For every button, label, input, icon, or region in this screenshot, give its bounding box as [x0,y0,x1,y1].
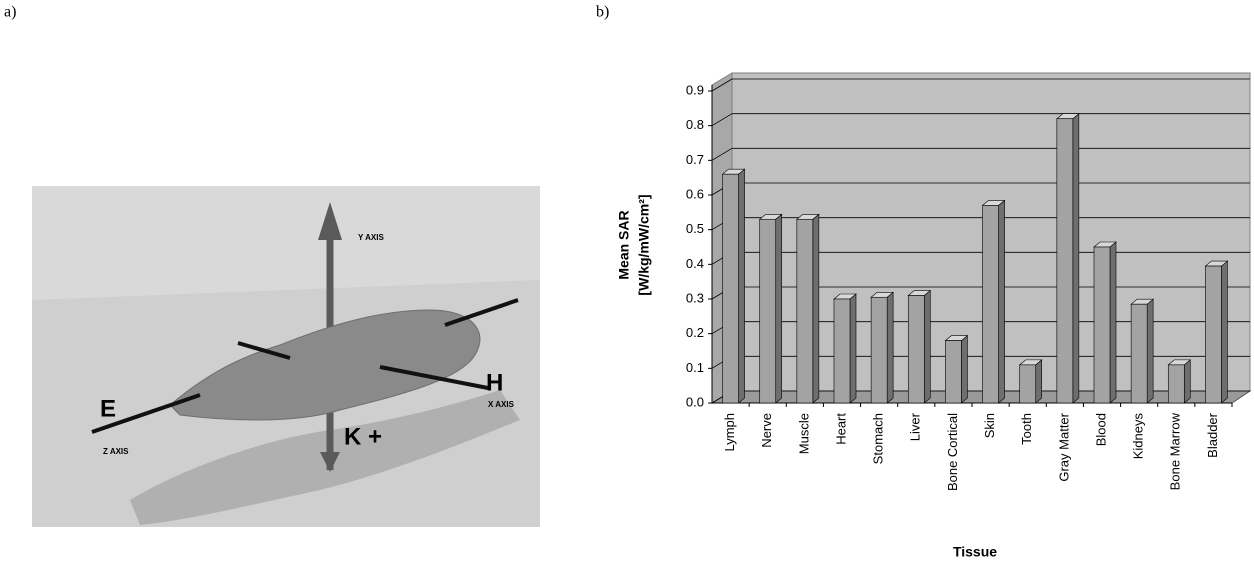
x-tick-label: Liver [908,412,923,441]
y-tick-label: 0.5 [686,221,704,236]
axis-label: Z AXIS [103,447,129,456]
bar-side [1035,359,1043,404]
bar-side [812,213,820,404]
bar [982,205,999,404]
arrow-head [318,202,342,240]
body [169,309,481,421]
bar-side [1221,260,1228,404]
y-tick-label: 0.4 [686,256,704,271]
x-tick-label: Bladder [1205,412,1220,457]
arrow-head [320,452,340,472]
bar [1167,364,1185,404]
bar-side [886,291,894,404]
x-tick-label: Kidneys [1131,413,1146,460]
x-tick-label: Heart [833,413,848,445]
x-axis-line [379,365,489,390]
h-line [444,298,519,327]
y-tick-label: 0.0 [686,394,704,409]
bar-side [775,213,783,404]
bar-side [1183,359,1191,404]
x-tick-label: Bone Cortical [945,413,960,491]
panel-label: a) [4,4,16,21]
bar [870,296,888,404]
grid-line [711,78,733,92]
panel-label: b) [596,4,609,21]
y-axis-title: Mean SAR [616,210,632,279]
x-tick-label: Blood [1093,413,1108,446]
bar [945,340,962,404]
axis-label: X AXIS [488,400,515,409]
y-tick-label: 0.6 [686,186,704,201]
y-tick-label: 0.7 [686,152,704,167]
bar-side [1109,241,1117,404]
bar-side [1072,113,1080,404]
illustration: Y AXIS E Z AXIS H X AXIS K + [32,186,540,527]
x-axis-line [237,341,291,360]
backdrop [32,186,540,300]
bar [907,295,925,404]
x-tick-label: Gray Matter [1056,412,1071,481]
z-axis-line [91,393,201,434]
x-tick-label: Lymph [722,413,737,452]
y-tick-label: 0.3 [686,290,704,305]
bar [1093,246,1111,404]
bar [833,298,851,404]
bar [1130,303,1148,404]
field-label: E [100,395,116,422]
bar-side [738,168,745,404]
y-tick-label: 0.9 [686,82,704,97]
x-tick-label: Stomach [871,413,886,464]
x-tick-label: Skin [982,413,997,438]
grid-line [711,147,733,161]
y-tick-label: 0.1 [686,360,704,375]
chart: Mean SAR [W/kg/mW/cm²] Tissue 0.0 0.1 0.2 0… [616,72,1252,560]
field-label: H [486,369,503,396]
bar [796,218,814,404]
axis-label: Y AXIS [358,233,384,242]
bar-side [1146,298,1154,404]
y-axis-title: [W/kg/mW/cm²] [636,194,652,295]
x-tick-label: Muscle [796,413,811,454]
bar-side [923,289,931,404]
field-label: K + [344,423,382,450]
x-tick-label: Nerve [759,413,774,448]
x-tick-label: Bone Marrow [1168,412,1183,490]
x-tick-label: Tooth [1019,413,1034,445]
bar-side [849,293,857,404]
bar [1056,118,1074,404]
bar [722,173,739,404]
bar [1205,265,1222,404]
x-axis-title: Tissue [953,544,997,560]
grid-line [711,113,733,127]
bar [1019,364,1037,404]
y-tick-label: 0.8 [686,117,704,132]
bar-side [961,334,968,404]
y-tick-label: 0.2 [686,325,704,340]
bar [759,218,777,404]
bar-side [998,199,1005,404]
